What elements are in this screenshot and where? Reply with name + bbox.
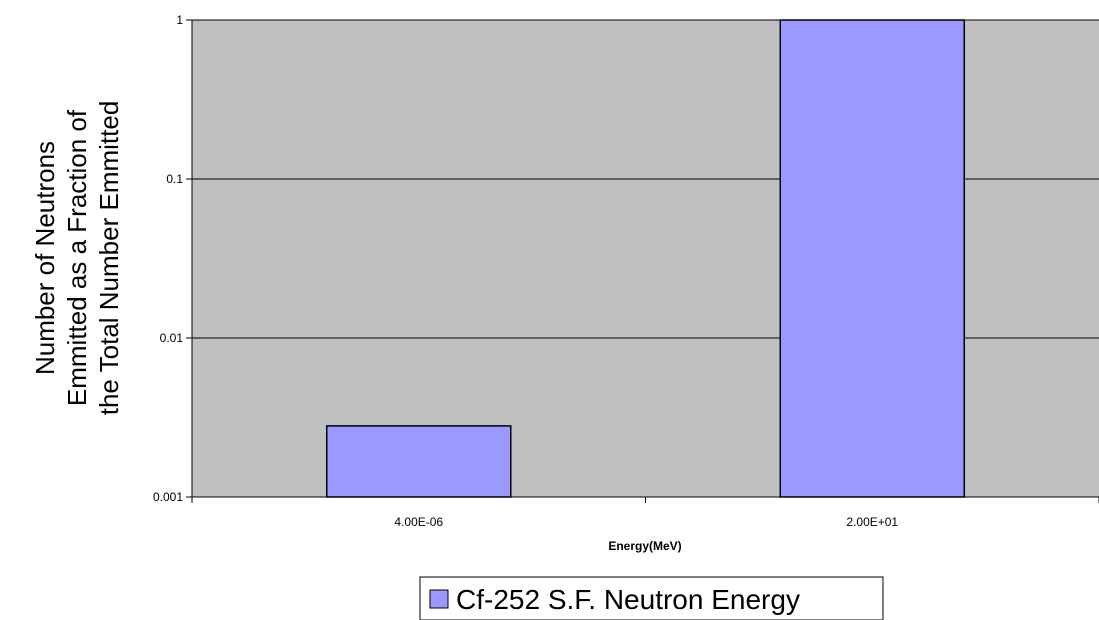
legend-swatch — [429, 589, 449, 609]
y-tick-label: 0.1 — [166, 172, 183, 186]
y-axis-ticks: 0.001 0.01 0.1 1 — [153, 13, 192, 504]
y-tick-label: 1 — [176, 13, 183, 27]
y-axis-label-line-2: Emmitted as a Fraction of — [62, 109, 92, 406]
x-axis-ticks: 4.00E-06 2.00E+01 — [191, 497, 1099, 529]
y-axis-label-line-3: the Total Number Emmitted — [94, 101, 124, 416]
y-axis-label-line-1: Number of Neutrons — [30, 141, 60, 375]
legend-box — [419, 576, 884, 620]
x-axis-label: Energy(MeV) — [608, 539, 681, 553]
bar — [326, 425, 512, 498]
legend: Cf-252 S.F. Neutron Energy — [419, 576, 884, 620]
y-axis-label: Number of Neutrons Emmitted as a Fractio… — [30, 101, 124, 416]
y-tick-label: 0.001 — [153, 490, 183, 504]
legend-label: Cf-252 S.F. Neutron Energy — [456, 584, 800, 615]
x-tick-label: 4.00E-06 — [394, 515, 443, 529]
y-tick-label: 0.01 — [160, 331, 184, 345]
bar — [779, 19, 965, 498]
x-tick-label: 2.00E+01 — [846, 515, 898, 529]
